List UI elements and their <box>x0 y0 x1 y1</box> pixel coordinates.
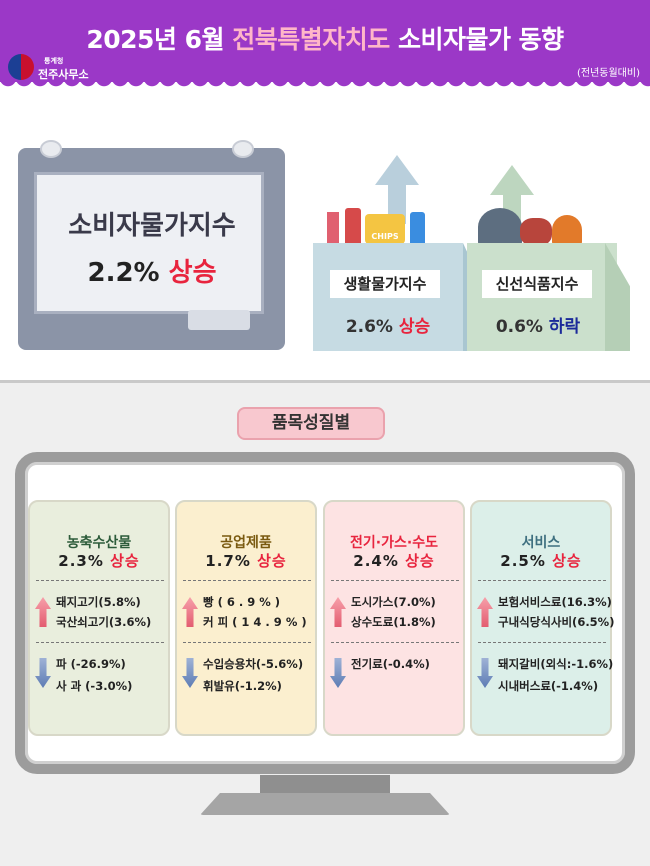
up-arrow-icon <box>490 165 534 195</box>
down-arrow-icon <box>35 658 51 688</box>
comparison-basis: (전년동월대비) <box>576 68 640 79</box>
category-ticket: 전기·가스·수도 2.4% 상승 도시가스(7.0%) 상수도료(1.8%) 전기… <box>323 500 465 736</box>
up-arrow-icon <box>330 597 346 627</box>
living-number: 2.6% <box>345 317 393 337</box>
divider <box>36 580 164 581</box>
falling-item: 파 (-26.9%) <box>56 657 126 671</box>
falling-item: 시내버스료(-1.4%) <box>498 679 599 693</box>
category-number: 1.7% <box>205 552 251 570</box>
carrot-icon <box>552 215 582 245</box>
fish-icon <box>478 208 522 246</box>
divider <box>331 580 459 581</box>
category-value: 2.4% 상승 <box>325 550 463 571</box>
category-title: 농축수산물 <box>66 535 132 551</box>
falling-item: 전기료(-0.4%) <box>351 657 430 671</box>
up-arrow-icon <box>182 597 198 627</box>
board-clip-icon <box>232 140 254 158</box>
title-region: 전북특별자치도 <box>232 25 390 54</box>
fresh-index-label: 신선식품지수 <box>482 270 592 298</box>
rising-item: 보험서비스료(16.3%) <box>498 595 612 609</box>
category-direction: 상승 <box>257 552 287 570</box>
category-ticket: 서비스 2.5% 상승 보험서비스료(16.3%) 구내식당식사비(6.5%) 돼… <box>470 500 615 736</box>
category-ticket: 공업제품 1.7% 상승 빵 ( 6 . 9 % ) 커 피 ( 1 4 . 9 … <box>175 500 317 736</box>
rising-item: 상수도료(1.8%) <box>351 615 436 629</box>
category-value: 2.5% 상승 <box>472 550 610 571</box>
down-arrow-icon <box>477 658 493 688</box>
up-arrow-icon <box>35 597 51 627</box>
chips-icon: CHIPS <box>365 214 405 244</box>
category-title: 전기·가스·수도 <box>350 535 438 551</box>
category-value: 1.7% 상승 <box>177 550 315 571</box>
divider <box>478 580 606 581</box>
rising-item: 국산쇠고기(3.6%) <box>56 615 152 629</box>
category-number: 2.4% <box>353 552 399 570</box>
title-date: 2025년 6월 <box>86 25 233 54</box>
divider <box>478 642 606 643</box>
falling-item: 돼지갈비(외식:-1.6%) <box>498 657 614 671</box>
divider <box>331 642 459 643</box>
divider <box>183 580 311 581</box>
falling-item: 수입승용차(-5.6%) <box>203 657 304 671</box>
toothbrush-icon <box>327 212 339 246</box>
rising-item: 커 피 ( 1 4 . 9 % ) <box>203 615 307 629</box>
up-arrow-icon <box>477 597 493 627</box>
monitor-stand <box>200 793 450 815</box>
category-direction: 상승 <box>110 552 140 570</box>
living-index-label: 생활물가지수 <box>330 270 440 298</box>
monitor-neck <box>260 775 390 795</box>
living-index-value: 2.6% 상승 <box>313 312 463 337</box>
category-ticket: 농축수산물 2.3% 상승 돼지고기(5.8%) 국산쇠고기(3.6%) 파 (-… <box>28 500 170 736</box>
living-direction: 상승 <box>398 317 431 337</box>
cpi-board-surface <box>34 172 264 314</box>
falling-item: 휘발유(-1.2%) <box>203 679 282 693</box>
category-title: 공업제품 <box>220 535 272 551</box>
category-title: 서비스 <box>521 535 561 551</box>
cpi-label: 소비자물가지수 <box>68 211 236 241</box>
bottle-icon <box>410 212 425 246</box>
category-number: 2.5% <box>500 552 546 570</box>
header-banner <box>0 0 650 82</box>
up-arrow-icon <box>375 155 419 185</box>
cpi-direction: 상승 <box>168 258 217 288</box>
down-arrow-icon <box>182 658 198 688</box>
board-clip-icon <box>40 140 62 158</box>
section-title: 품목성질별 <box>237 407 385 440</box>
category-direction: 상승 <box>552 552 582 570</box>
page-title: 2025년 6월 전북특별자치도 소비자물가 동향 <box>0 20 650 56</box>
cpi-number: 2.2% <box>87 258 160 288</box>
fresh-index-value: 0.6% 하락 <box>463 312 613 337</box>
category-value: 2.3% 상승 <box>30 550 168 571</box>
down-arrow-icon <box>330 658 346 688</box>
eraser-icon <box>188 310 250 330</box>
org-name: 전주사무소 <box>38 68 89 81</box>
rising-item: 도시가스(7.0%) <box>351 595 436 609</box>
org-parent: 통계청 <box>44 57 64 65</box>
meat-icon <box>520 218 552 246</box>
divider <box>183 642 311 643</box>
title-suffix: 소비자물가 동향 <box>389 25 564 54</box>
toothpaste-icon <box>345 208 361 246</box>
cpi-value: 2.2% 상승 <box>34 252 270 289</box>
rising-item: 빵 ( 6 . 9 % ) <box>203 595 281 609</box>
rising-item: 구내식당식사비(6.5%) <box>498 615 615 629</box>
statistics-korea-logo-icon <box>8 54 34 80</box>
category-number: 2.3% <box>58 552 104 570</box>
fresh-number: 0.6% <box>495 317 543 337</box>
falling-item: 사 과 (-3.0%) <box>56 679 133 693</box>
divider <box>36 642 164 643</box>
rising-item: 돼지고기(5.8%) <box>56 595 141 609</box>
header-scallop <box>0 78 650 90</box>
category-direction: 상승 <box>405 552 435 570</box>
fresh-direction: 하락 <box>548 317 581 337</box>
